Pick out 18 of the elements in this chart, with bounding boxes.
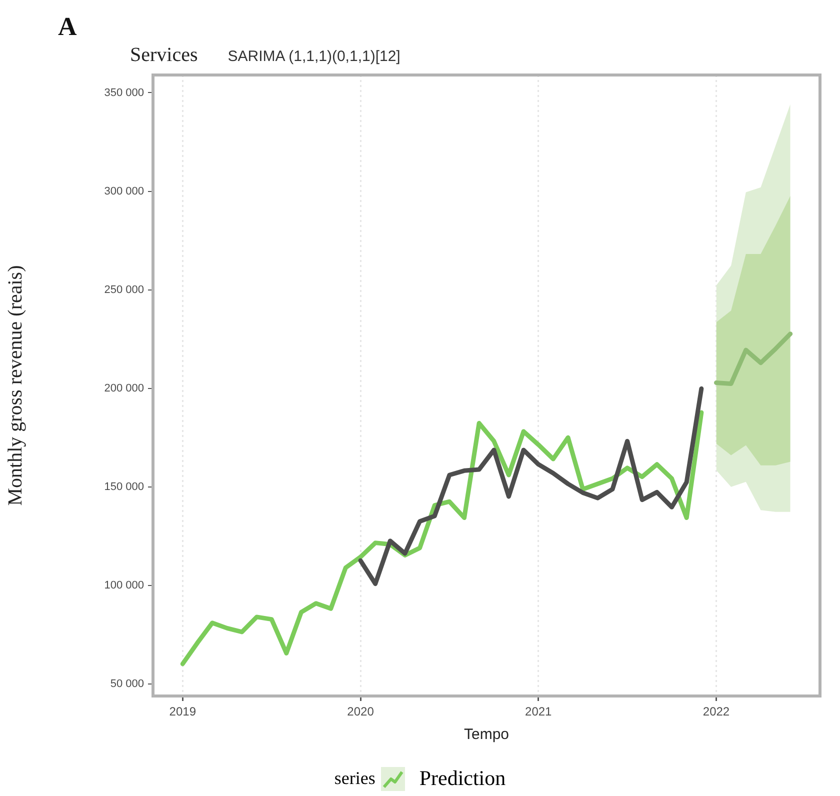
y-tick-label: 100 000	[104, 580, 144, 592]
y-tick-label: 250 000	[104, 284, 144, 296]
y-tick-label: 350 000	[104, 86, 144, 99]
chart-subtitle: SARIMA (1,1,1)(0,1,1)[12]	[228, 48, 400, 65]
y-tick-label: 150 000	[104, 481, 144, 494]
legend-title: series	[334, 768, 376, 788]
y-tick-label: 300 000	[104, 185, 144, 198]
x-tick-label: 2022	[702, 704, 730, 719]
x-tick-label: 2021	[525, 704, 552, 719]
y-tick-label: 50 000	[110, 678, 144, 690]
text: A	[58, 12, 77, 42]
x-axis-title: Tempo	[464, 726, 510, 744]
y-axis-title: Monthly gross revenue (reais)	[4, 265, 26, 506]
legend-label: Prediction	[419, 766, 506, 790]
x-tick-label: 2020	[347, 704, 374, 719]
x-tick-label: 2019	[169, 704, 196, 719]
y-tick-label: 200 000	[104, 382, 144, 394]
chart-title: Services	[130, 44, 198, 66]
